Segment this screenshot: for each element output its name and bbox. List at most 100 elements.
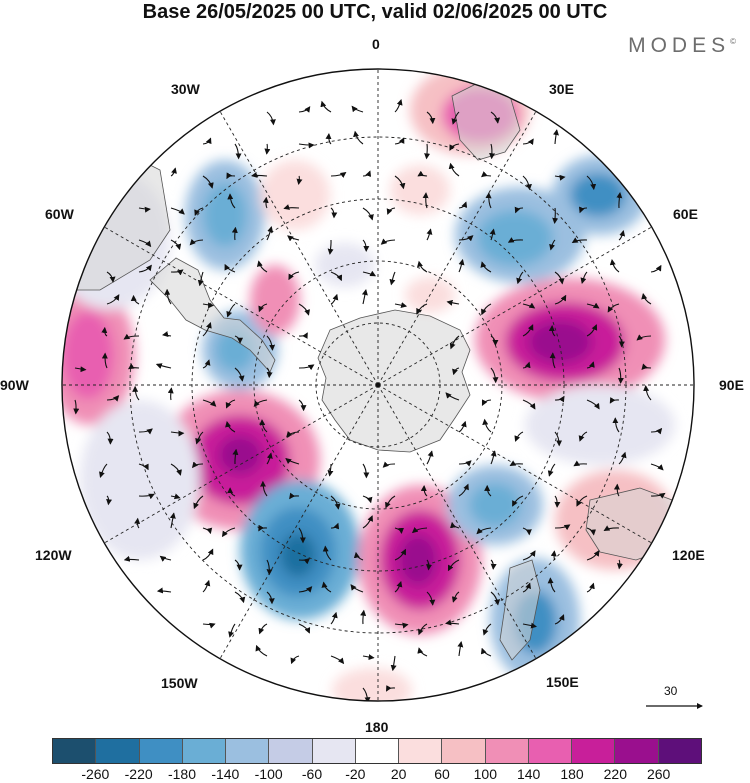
wind-vector (386, 207, 396, 215)
wind-vector (287, 235, 300, 242)
anomaly-contour (390, 165, 450, 215)
wind-vector (123, 333, 140, 340)
wind-vector (106, 294, 120, 305)
wind-vector (573, 460, 588, 467)
wind-vector (330, 207, 338, 219)
wind-vector (170, 239, 182, 251)
lon-label-60e: 60E (673, 206, 698, 222)
wind-vector (225, 421, 236, 433)
colorbar-tick-label: -60 (301, 766, 323, 782)
wind-vector (258, 303, 268, 313)
wind-vector (457, 641, 464, 657)
wind-vector (362, 239, 370, 252)
wind-vector (643, 385, 652, 401)
wind-vector (586, 175, 597, 191)
wind-vector (202, 322, 212, 337)
wind-vector (586, 324, 598, 337)
wind-vector (552, 207, 559, 224)
wind-vector (394, 622, 409, 629)
wind-vector (424, 143, 431, 160)
wind-vector (609, 259, 620, 273)
anomaly-contour (280, 533, 316, 577)
wind-vector (285, 457, 300, 465)
wind-vector (576, 495, 588, 507)
wind-vector (232, 448, 239, 465)
wind-vector (480, 261, 492, 273)
wind-vector (298, 558, 311, 565)
wind-vector (578, 206, 588, 214)
anomaly-contour (525, 385, 675, 465)
wind-vector (617, 559, 623, 570)
wind-vector (266, 591, 275, 605)
wind-vector (451, 111, 460, 125)
wind-vector (522, 302, 536, 309)
wind-vector (298, 623, 311, 634)
anomaly-contour (398, 534, 438, 586)
wind-vector (325, 133, 332, 145)
lon-label-120e: 120E (672, 547, 705, 563)
anomaly-contour (80, 400, 200, 560)
wind-vector (554, 395, 565, 403)
wind-vector (586, 527, 597, 536)
colorbar-tick-label: -260 (81, 766, 110, 782)
brand-logo: MODES© (628, 34, 736, 58)
wind-vector (641, 363, 652, 371)
wind-vector (258, 623, 268, 635)
wind-vector (330, 655, 345, 665)
wind-vector (362, 270, 377, 277)
wind-vector (195, 431, 204, 445)
wind-vector (416, 303, 428, 315)
wind-vector (266, 452, 273, 465)
meridian-line (377, 226, 652, 386)
wind-vector (547, 463, 556, 477)
wind-vector (193, 495, 204, 510)
wind-vector (417, 623, 428, 636)
wind-vector (225, 399, 236, 409)
reference-vector-value: 30 (664, 684, 678, 698)
wind-vector (106, 431, 114, 445)
wind-vector (451, 591, 460, 603)
colorbar-bin (312, 739, 356, 763)
map-outline (61, 68, 695, 702)
colorbar-bin (485, 739, 529, 763)
wind-vector (458, 483, 469, 497)
wind-vector (298, 332, 308, 339)
wind-vector (514, 206, 524, 214)
wind-vector (138, 463, 149, 471)
wind-vector (490, 559, 497, 570)
wind-vector (362, 170, 372, 178)
wind-vector (202, 399, 217, 407)
lon-label-150e: 150E (546, 674, 579, 690)
wind-vector (262, 196, 269, 209)
colorbar-bin (528, 739, 573, 763)
wind-vector (389, 271, 396, 286)
wind-vector (571, 237, 588, 244)
wind-vector (101, 352, 108, 369)
wind-vector (484, 484, 492, 497)
wind-vector (226, 172, 236, 180)
wind-vector (138, 493, 155, 500)
wind-vector (202, 359, 211, 369)
wind-vector (202, 527, 213, 535)
wind-vector (264, 143, 271, 155)
meridian-line (377, 111, 537, 386)
lon-label-120w: 120W (35, 547, 72, 563)
wind-vector (362, 495, 373, 504)
wind-vector (322, 545, 332, 561)
wind-vector (490, 367, 499, 384)
wind-vector (382, 461, 396, 468)
wind-vector (298, 364, 315, 371)
wind-vector (330, 172, 347, 178)
wind-vector (650, 463, 664, 471)
wind-vector (553, 129, 559, 145)
wind-vector (156, 587, 172, 594)
wind-vector (485, 192, 492, 209)
wind-vector (586, 361, 595, 369)
wind-vector (298, 106, 311, 113)
wind-vector (362, 515, 373, 529)
wind-vector (449, 143, 460, 151)
wind-vector (490, 111, 501, 124)
anomaly-contour (477, 210, 553, 266)
wind-vector (127, 363, 140, 370)
wind-vector (227, 193, 236, 209)
